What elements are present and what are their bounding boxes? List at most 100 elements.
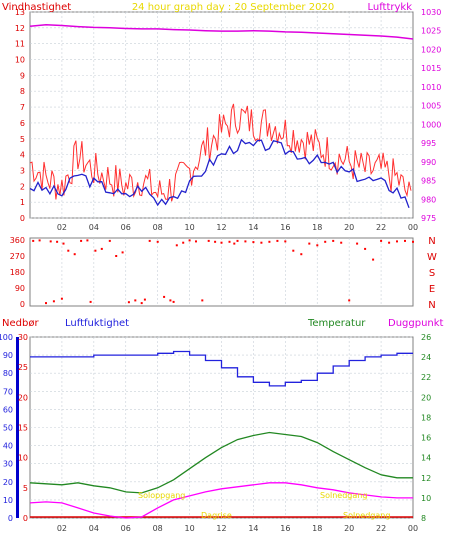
pressure-tick: 1015 xyxy=(421,64,441,73)
rain-scale-bar xyxy=(16,337,19,518)
direction-point xyxy=(49,240,52,243)
temperature-tick: 16 xyxy=(421,434,431,443)
humidity-time-tick: 10 xyxy=(184,524,194,533)
temperature-tick: 10 xyxy=(421,494,431,503)
wind-time-tick: 16 xyxy=(280,223,290,232)
humidity-tick: 20 xyxy=(3,478,13,487)
pressure-tick: 1010 xyxy=(421,83,441,92)
direction-point xyxy=(143,298,146,301)
rain-axis: 0 5 10 15 20 25 30 xyxy=(18,333,28,523)
wind-speed-tick: 1 xyxy=(20,198,25,207)
average-wind-line xyxy=(29,138,410,209)
humidity-tick: 70 xyxy=(3,387,13,396)
direction-point xyxy=(308,242,311,245)
wind-time-tick: 10 xyxy=(184,223,194,232)
wind-time-tick: 04 xyxy=(89,223,99,232)
wind-series xyxy=(29,23,414,209)
temperature-label: Temperatur xyxy=(307,318,366,329)
pressure-tick: 985 xyxy=(421,177,436,186)
wind-time-tick: 12 xyxy=(216,223,226,232)
humidity-time-tick: 04 xyxy=(89,524,99,533)
direction-point xyxy=(182,241,185,244)
rain-tick: 15 xyxy=(18,424,28,433)
pressure-tick: 990 xyxy=(421,158,436,167)
direction-point xyxy=(324,240,327,243)
humidity-time-tick: 02 xyxy=(57,524,67,533)
direction-point xyxy=(233,242,236,245)
humidity-tick: 100 xyxy=(0,333,13,342)
direction-point xyxy=(188,239,191,242)
wind-speed-tick: 0 xyxy=(20,214,25,223)
humidity-tick: 10 xyxy=(3,496,13,505)
direction-point xyxy=(52,300,55,303)
humidity-time-tick: 08 xyxy=(153,524,163,533)
direction-point xyxy=(332,239,335,242)
direction-point xyxy=(172,300,175,303)
wind-speed-tick: 6 xyxy=(20,119,25,128)
temperature-tick: 20 xyxy=(421,393,431,402)
direction-point xyxy=(140,302,143,305)
direction-point xyxy=(45,302,47,305)
wind-time-axis: 02 04 06 08 10 12 14 16 18 20 22 00 xyxy=(57,223,418,232)
temperature-tick: 14 xyxy=(421,454,431,463)
direction-point xyxy=(380,239,383,242)
direction-point xyxy=(348,299,351,302)
pressure-tick: 1005 xyxy=(421,102,441,111)
wind-speed-tick: 5 xyxy=(20,135,25,144)
direction-point xyxy=(175,244,178,247)
humidity-tick: 90 xyxy=(3,351,13,360)
humidity-time-tick: 20 xyxy=(344,524,354,533)
direction-point xyxy=(89,300,92,303)
direction-point xyxy=(340,241,343,244)
humidity-time-tick: 14 xyxy=(248,524,258,533)
direction-panel-grid xyxy=(61,238,382,306)
direction-point xyxy=(388,241,391,244)
rain-tick: 30 xyxy=(18,333,28,342)
wind-time-tick: 20 xyxy=(344,223,354,232)
wind-time-tick: 02 xyxy=(57,223,67,232)
compass-label: S xyxy=(429,268,435,279)
graph-title: 24 hour graph day : 20 September 2020 xyxy=(132,2,334,13)
wind-speed-tick: 10 xyxy=(15,56,25,65)
direction-point xyxy=(201,299,204,302)
humidity-tick: 40 xyxy=(3,442,13,451)
sunset-label: Solnedgang xyxy=(320,491,367,500)
direction-point xyxy=(412,240,414,243)
wind-speed-tick: 12 xyxy=(15,24,25,33)
rain-tick: 25 xyxy=(18,363,28,372)
direction-point xyxy=(38,239,41,242)
compass-label: N xyxy=(428,236,435,247)
direction-point xyxy=(148,239,151,242)
direction-point xyxy=(364,247,367,250)
direction-point xyxy=(86,239,89,242)
temperature-tick: 12 xyxy=(421,474,431,483)
direction-point xyxy=(356,242,359,245)
day-start-label: Dagrise xyxy=(201,511,232,520)
direction-point xyxy=(372,258,375,261)
pressure-tick: 1000 xyxy=(421,120,441,129)
wind-speed-tick: 9 xyxy=(20,71,25,80)
humidity-time-tick: 18 xyxy=(312,524,322,533)
pressure-label: Lufttrykk xyxy=(367,2,412,13)
humidity-time-tick: 22 xyxy=(376,524,386,533)
pressure-tick: 975 xyxy=(421,214,436,223)
wind-time-tick: 08 xyxy=(153,223,163,232)
pressure-axis: 975 980 985 990 995 1000 1005 1010 1015 1020 1025 1… xyxy=(421,8,441,223)
humidity-tick: 80 xyxy=(3,369,13,378)
rain-tick: 5 xyxy=(23,484,28,493)
wind-speed-tick: 13 xyxy=(15,8,25,17)
humidity-axis: 0 10 20 30 40 50 60 70 80 90 100 xyxy=(0,333,13,523)
direction-point xyxy=(169,299,172,302)
direction-point xyxy=(127,301,130,304)
day-end-label: Solnedgang xyxy=(343,511,390,520)
pressure-tick: 995 xyxy=(421,139,436,148)
wind-speed-tick: 2 xyxy=(20,182,25,191)
direction-point xyxy=(80,239,83,242)
wind-panel-frame xyxy=(29,11,414,219)
compass-label: N xyxy=(428,300,435,311)
wind-time-tick: 18 xyxy=(312,223,322,232)
direction-point xyxy=(236,239,239,242)
